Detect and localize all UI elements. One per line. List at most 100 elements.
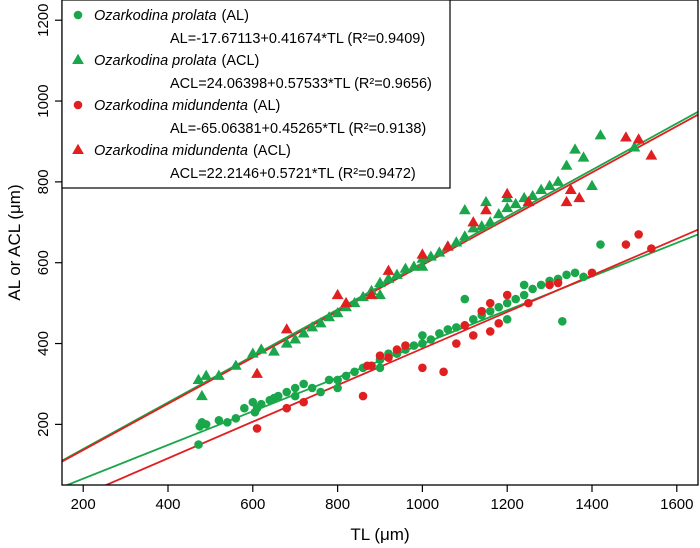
point-om_al	[460, 321, 470, 330]
point-op_acl	[586, 179, 598, 190]
point-op_al	[519, 280, 529, 290]
legend-measure: (AL)	[253, 98, 280, 114]
point-op_acl	[212, 369, 225, 380]
x-tick-label: 1400	[575, 496, 608, 513]
legend-marker-op_acl	[72, 53, 84, 65]
point-op_acl	[408, 260, 420, 271]
legend-equation-om_al: AL=-65.06381+0.45265*TL (R²=0.9138)	[170, 121, 426, 137]
point-op_acl	[416, 260, 429, 271]
point-op_al	[562, 270, 571, 280]
y-axis: 200 400 600 800 1000 1200	[35, 4, 62, 437]
point-op_acl	[501, 201, 514, 213]
point-op_acl	[492, 208, 505, 219]
point-om_al	[553, 278, 563, 288]
point-om_acl	[467, 216, 480, 227]
point-om_al	[439, 367, 448, 377]
point-op_al	[248, 397, 258, 407]
point-om_al	[502, 290, 512, 300]
point-op_acl	[480, 195, 492, 207]
legend-marker-op_al	[73, 10, 83, 20]
x-tick-label: 600	[240, 496, 265, 513]
point-op_acl	[399, 262, 412, 273]
point-op_al	[409, 341, 419, 350]
point-op_al	[240, 403, 249, 413]
point-op_al	[231, 414, 241, 423]
point-op_acl	[246, 347, 259, 358]
point-op_acl	[458, 203, 471, 215]
point-op_acl	[535, 183, 548, 194]
point-op_al	[324, 375, 334, 385]
point-om_acl	[632, 133, 645, 144]
point-op_acl	[458, 230, 471, 241]
legend-label-op_al: Ozarkodina prolata (AL)	[94, 8, 249, 24]
point-op_acl	[594, 129, 607, 140]
point-om_al	[524, 298, 533, 308]
point-op_acl	[475, 220, 488, 231]
point-om_al	[477, 306, 487, 316]
point-op_acl	[569, 143, 581, 154]
point-op_al	[418, 339, 427, 348]
legend-equation-op_acl: ACL=24.06398+0.57533*TL (R²=0.9656)	[170, 76, 432, 92]
point-op_acl	[268, 345, 280, 356]
x-tick-label: 1000	[406, 496, 439, 513]
point-op_al	[341, 371, 351, 381]
point-op_acl	[306, 321, 319, 332]
point-om_acl	[416, 248, 429, 259]
point-om_al	[392, 345, 402, 354]
point-om_al	[634, 230, 643, 239]
legend-species: Ozarkodina prolata	[94, 53, 217, 69]
legend-label-om_al: Ozarkodina midundenta (AL)	[94, 98, 280, 114]
x-tick-label: 400	[155, 496, 180, 513]
point-om_acl	[280, 323, 293, 334]
point-op_al	[316, 387, 325, 397]
point-op_acl	[229, 359, 242, 370]
point-om_acl	[620, 131, 632, 142]
point-op_al	[502, 314, 512, 324]
point-op_al	[443, 325, 453, 334]
point-om_al	[485, 327, 495, 336]
point-op_al	[256, 399, 266, 409]
x-tick-label: 1200	[491, 496, 524, 513]
legend-equation-om_acl: ACL=22.2146+0.5721*TL (R²=0.9472)	[170, 166, 416, 182]
point-op_acl	[289, 333, 302, 344]
point-op_al	[468, 314, 478, 324]
x-axis-title: TL (μm)	[350, 525, 409, 544]
point-om_acl	[480, 203, 492, 215]
legend-measure: (ACL)	[222, 53, 260, 69]
point-op_al	[558, 317, 567, 326]
point-om_al	[252, 424, 262, 433]
point-op_al	[502, 298, 512, 308]
point-op_al	[194, 440, 203, 449]
point-op_al	[528, 284, 537, 294]
point-op_al	[282, 387, 292, 397]
point-om_acl	[331, 288, 344, 300]
point-op_al	[350, 367, 359, 377]
point-op_al	[418, 331, 427, 340]
legend-box	[61, 0, 451, 189]
point-op_al	[333, 383, 342, 393]
legend-measure: (ACL)	[253, 143, 291, 159]
point-op_acl	[433, 246, 446, 257]
y-tick-label: 1200	[35, 4, 52, 37]
point-op_acl	[450, 236, 463, 247]
point-op_acl	[374, 276, 386, 287]
y-tick-label: 200	[35, 412, 52, 437]
point-op_al	[214, 416, 224, 425]
point-op_acl	[391, 268, 403, 279]
point-op_al	[579, 272, 588, 282]
point-om_al	[401, 341, 410, 350]
legend-species: Ozarkodina midundenta	[94, 143, 248, 159]
point-op_al	[460, 294, 470, 304]
legend-equation-op_al: AL=-17.67113+0.41674*TL (R²=0.9409)	[170, 31, 425, 47]
x-tick-label: 800	[325, 496, 350, 513]
point-op_acl	[297, 327, 310, 338]
point-om_al	[647, 244, 656, 253]
point-op_acl	[196, 389, 208, 401]
point-op_al	[290, 383, 300, 393]
point-om_al	[468, 331, 478, 340]
point-om_acl	[573, 191, 586, 203]
point-op_al	[494, 302, 504, 312]
point-om_al	[452, 339, 461, 348]
point-om_al	[282, 403, 292, 413]
point-op_al	[333, 375, 342, 385]
